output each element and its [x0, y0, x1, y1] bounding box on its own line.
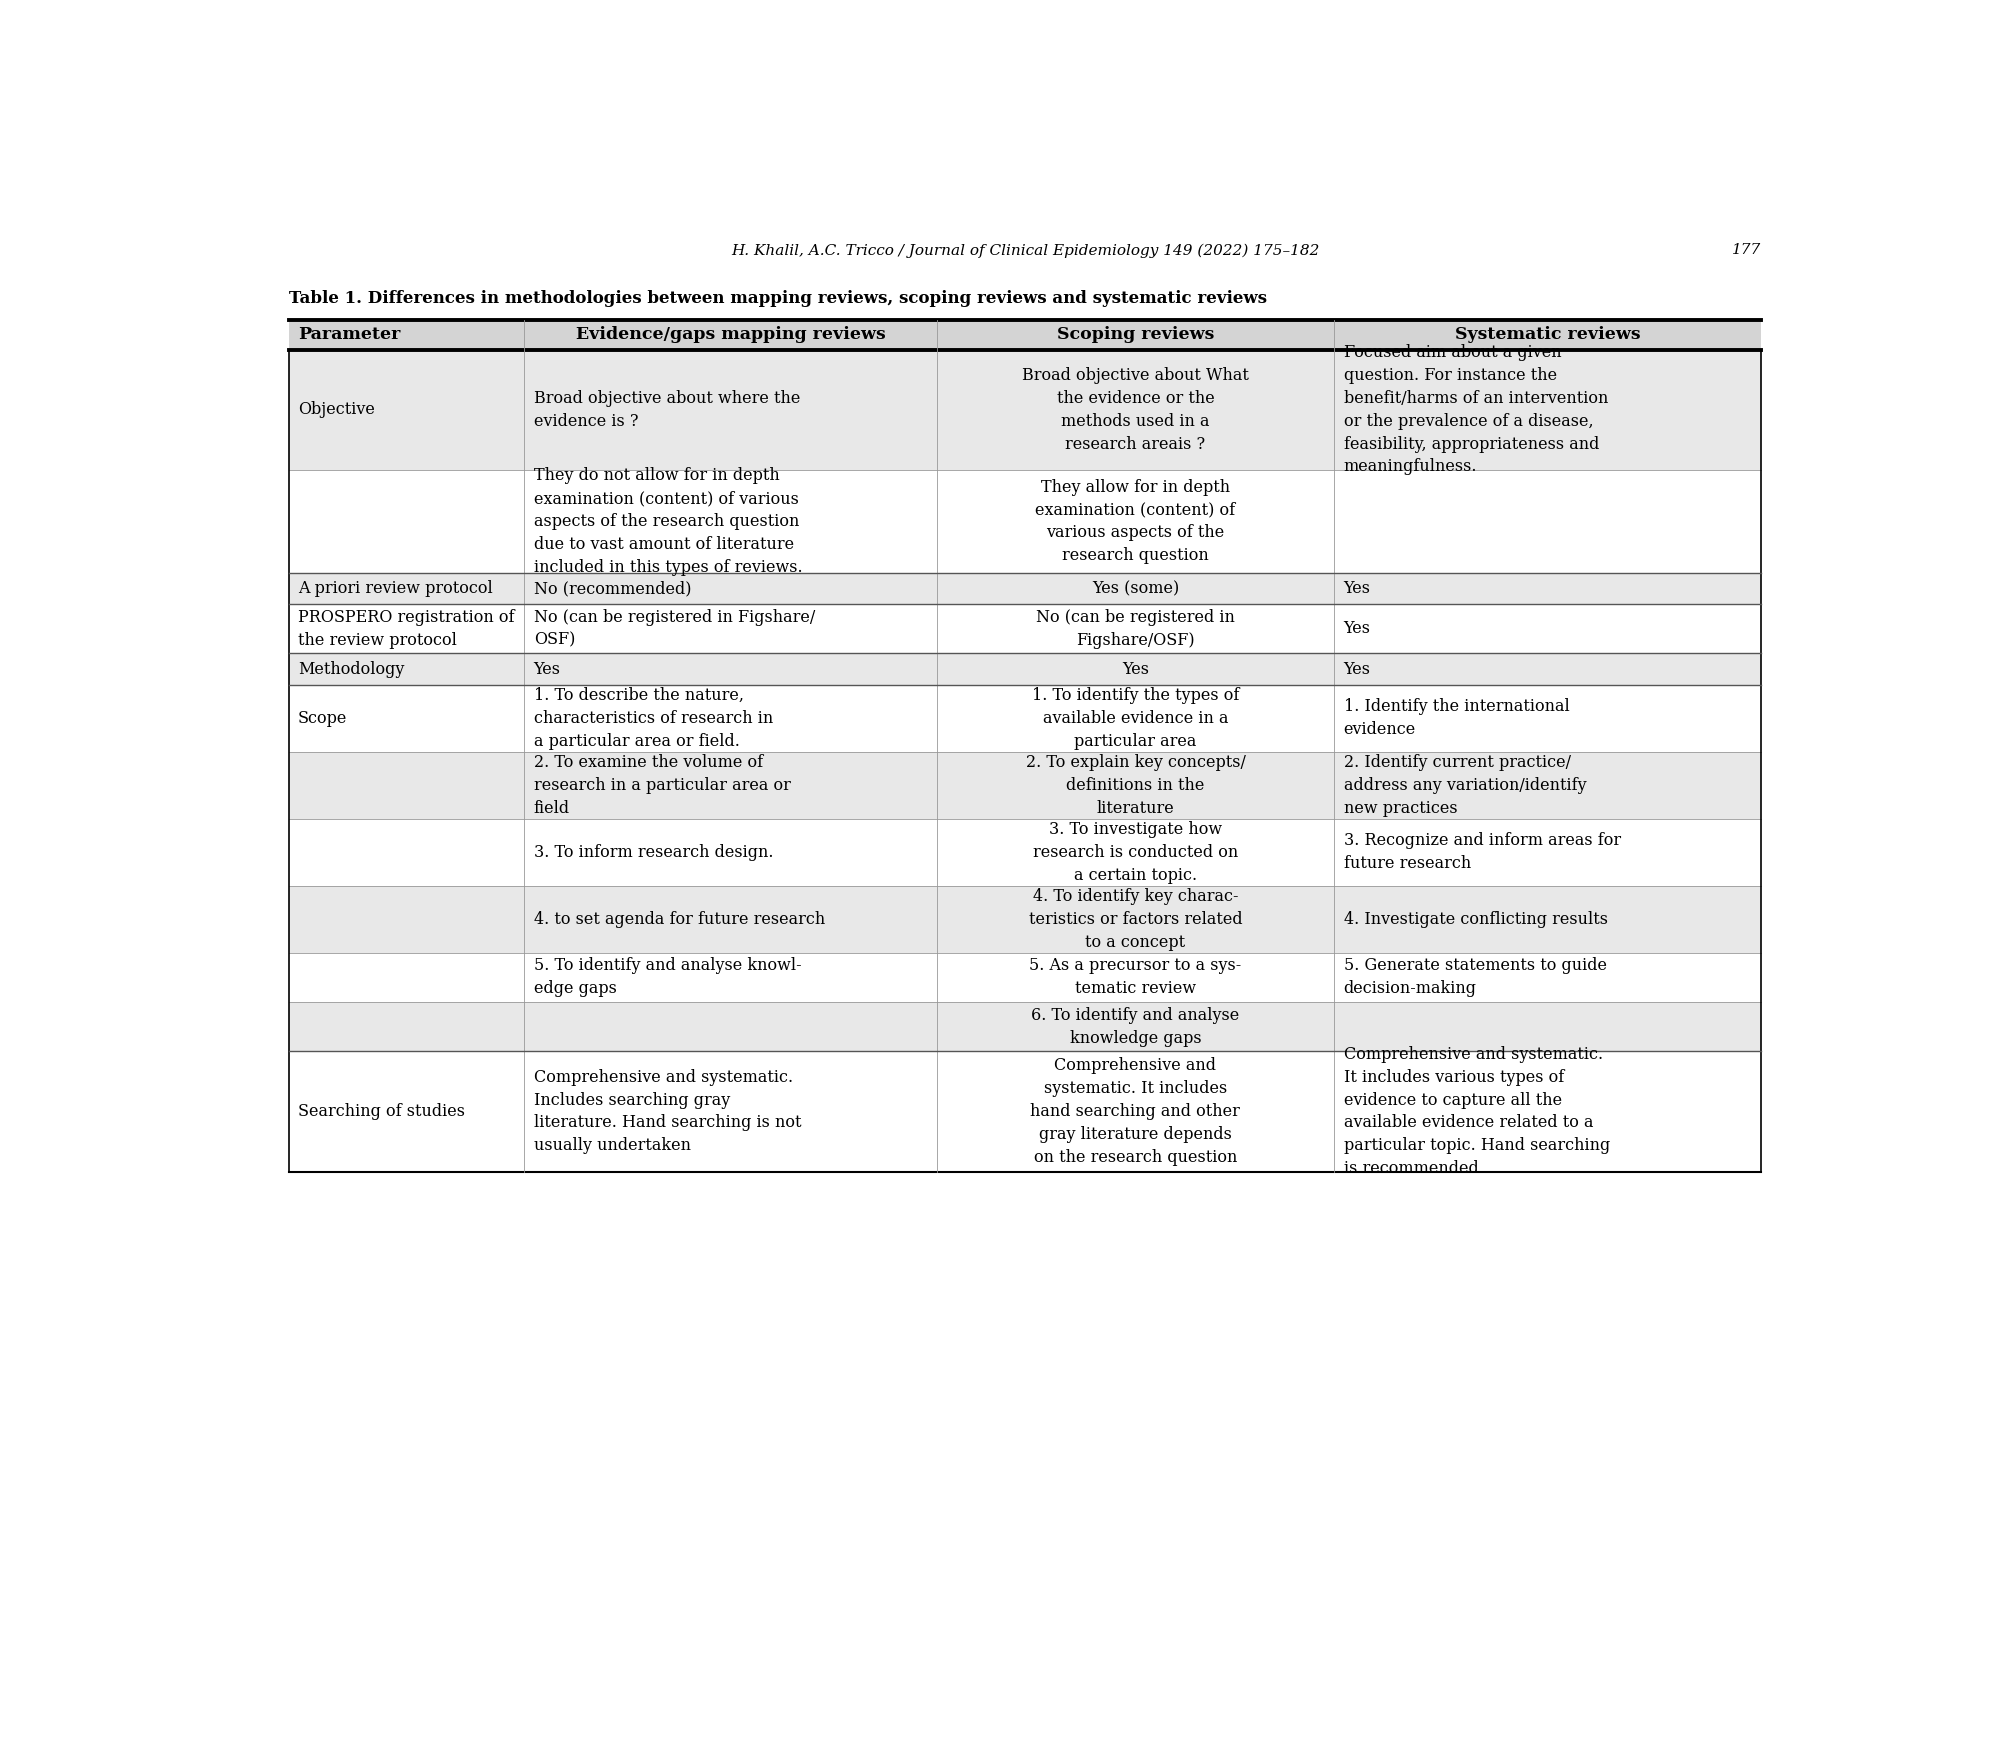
Text: 2. Identify current practice/
address any variation/identify
new practices: 2. Identify current practice/ address an…	[1344, 755, 1586, 816]
Text: Yes (some): Yes (some)	[1092, 580, 1180, 597]
Text: 3. Recognize and inform areas for
future research: 3. Recognize and inform areas for future…	[1344, 832, 1620, 872]
Text: Yes: Yes	[534, 660, 560, 678]
Text: 4. to set agenda for future research: 4. to set agenda for future research	[534, 910, 824, 928]
Bar	[288, 604, 1762, 653]
Text: Methodology: Methodology	[298, 660, 404, 678]
Text: Focused aim about a given
question. For instance the
benefit/harms of an interve: Focused aim about a given question. For …	[1344, 344, 1608, 475]
Text: No (can be registered in Figshare/
OSF): No (can be registered in Figshare/ OSF)	[534, 608, 814, 648]
Text: 3. To inform research design.: 3. To inform research design.	[534, 844, 774, 861]
Text: 6. To identify and analyse
knowledge gaps: 6. To identify and analyse knowledge gap…	[1032, 1006, 1240, 1046]
Bar	[288, 952, 1762, 1003]
Text: Evidence/gaps mapping reviews: Evidence/gaps mapping reviews	[576, 327, 886, 342]
Text: Yes: Yes	[1344, 660, 1370, 678]
Bar	[288, 685, 1762, 751]
Bar	[288, 886, 1762, 952]
Text: Yes: Yes	[1122, 660, 1148, 678]
Text: 5. As a precursor to a sys-
tematic review: 5. As a precursor to a sys- tematic revi…	[1030, 957, 1242, 998]
Text: 2. To examine the volume of
research in a particular area or
field: 2. To examine the volume of research in …	[534, 755, 790, 816]
Text: Systematic reviews: Systematic reviews	[1454, 327, 1640, 342]
Text: Broad objective about What
the evidence or the
methods used in a
research areais: Broad objective about What the evidence …	[1022, 367, 1248, 452]
Text: 1. To identify the types of
available evidence in a
particular area: 1. To identify the types of available ev…	[1032, 687, 1240, 749]
Text: 3. To investigate how
research is conducted on
a certain topic.: 3. To investigate how research is conduc…	[1032, 821, 1238, 884]
Text: 4. To identify key charac-
teristics or factors related
to a concept: 4. To identify key charac- teristics or …	[1028, 887, 1242, 950]
Text: Yes: Yes	[1344, 620, 1370, 638]
Text: 2. To explain key concepts/
definitions in the
literature: 2. To explain key concepts/ definitions …	[1026, 755, 1246, 816]
Bar	[288, 1052, 1762, 1172]
Bar	[288, 819, 1762, 886]
Text: Objective: Objective	[298, 402, 374, 418]
Text: 5. To identify and analyse knowl-
edge gaps: 5. To identify and analyse knowl- edge g…	[534, 957, 802, 998]
Text: Scope: Scope	[298, 709, 348, 727]
Text: Searching of studies: Searching of studies	[298, 1102, 466, 1120]
Text: PROSPERO registration of
the review protocol: PROSPERO registration of the review prot…	[298, 608, 514, 648]
Text: They allow for in depth
examination (content) of
various aspects of the
research: They allow for in depth examination (con…	[1036, 479, 1236, 564]
Bar	[288, 320, 1762, 349]
Text: 177: 177	[1732, 243, 1762, 257]
Text: Comprehensive and systematic.
Includes searching gray
literature. Hand searching: Comprehensive and systematic. Includes s…	[534, 1069, 802, 1155]
Bar	[288, 751, 1762, 819]
Text: Scoping reviews: Scoping reviews	[1056, 327, 1214, 342]
Text: No (can be registered in
Figshare/OSF): No (can be registered in Figshare/OSF)	[1036, 608, 1234, 648]
Bar	[288, 653, 1762, 685]
Text: Broad objective about where the
evidence is ?: Broad objective about where the evidence…	[534, 390, 800, 430]
Text: 5. Generate statements to guide
decision-making: 5. Generate statements to guide decision…	[1344, 957, 1606, 998]
Text: 1. To describe the nature,
characteristics of research in
a particular area or f: 1. To describe the nature, characteristi…	[534, 687, 772, 749]
Text: A priori review protocol: A priori review protocol	[298, 580, 492, 597]
Text: They do not allow for in depth
examination (content) of various
aspects of the r: They do not allow for in depth examinati…	[534, 466, 802, 575]
Text: Parameter: Parameter	[298, 327, 400, 342]
Bar	[288, 349, 1762, 470]
Text: Table 1. Differences in methodologies between mapping reviews, scoping reviews a: Table 1. Differences in methodologies be…	[288, 290, 1266, 307]
Text: 4. Investigate conflicting results: 4. Investigate conflicting results	[1344, 910, 1608, 928]
Text: H. Khalil, A.C. Tricco / Journal of Clinical Epidemiology 149 (2022) 175–182: H. Khalil, A.C. Tricco / Journal of Clin…	[730, 243, 1320, 257]
Bar	[288, 1003, 1762, 1052]
Text: 1. Identify the international
evidence: 1. Identify the international evidence	[1344, 699, 1570, 739]
Bar	[288, 573, 1762, 604]
Text: No (recommended): No (recommended)	[534, 580, 692, 597]
Text: Yes: Yes	[1344, 580, 1370, 597]
Bar	[288, 470, 1762, 573]
Text: Comprehensive and
systematic. It includes
hand searching and other
gray literatu: Comprehensive and systematic. It include…	[1030, 1057, 1240, 1165]
Text: Comprehensive and systematic.
It includes various types of
evidence to capture a: Comprehensive and systematic. It include…	[1344, 1046, 1610, 1177]
